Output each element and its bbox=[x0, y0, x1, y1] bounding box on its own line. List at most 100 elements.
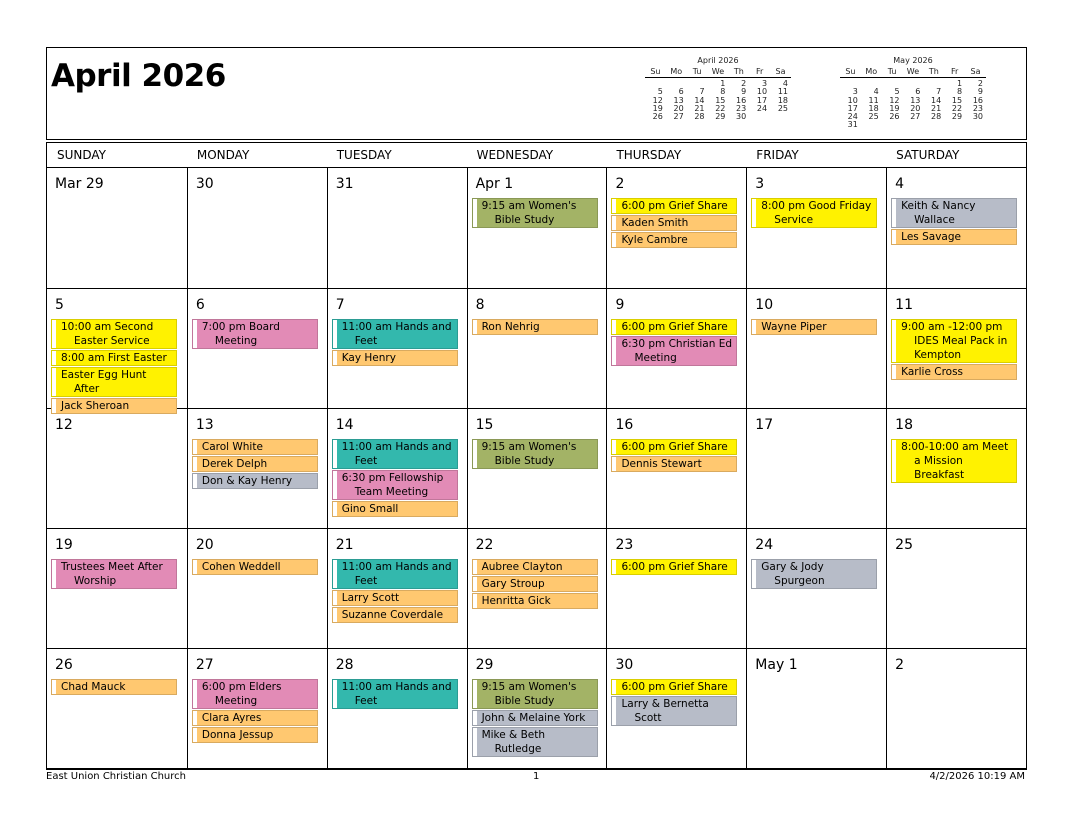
mini-day[interactable]: 7 bbox=[936, 87, 942, 97]
mini-day[interactable]: 30 bbox=[736, 112, 747, 122]
day-cell[interactable]: 16 6:00 pm Grief Share Dennis Stewart bbox=[606, 409, 746, 528]
day-cell[interactable]: Apr 1 9:15 am Women's Bible Study bbox=[466, 168, 607, 288]
day-cell[interactable]: 23 6:00 pm Grief Share bbox=[606, 529, 746, 648]
day-cell[interactable]: 12 bbox=[47, 409, 187, 528]
mini-day[interactable]: 25 bbox=[868, 112, 879, 122]
calendar-event[interactable]: 6:00 pm Grief Share bbox=[611, 319, 738, 335]
mini-day[interactable]: 29 bbox=[951, 112, 963, 122]
mini-day[interactable]: 29 bbox=[715, 112, 726, 122]
mini-day[interactable]: 11 bbox=[777, 87, 788, 97]
calendar-event[interactable]: Keith & Nancy Wallace bbox=[891, 198, 1018, 228]
mini-day[interactable]: 16 bbox=[972, 95, 983, 105]
mini-day[interactable]: 15 bbox=[951, 95, 963, 105]
mini-day[interactable]: 2 bbox=[741, 79, 747, 88]
calendar-event[interactable]: Easter Egg Hunt After bbox=[51, 367, 177, 397]
mini-day[interactable]: 23 bbox=[972, 103, 983, 113]
day-cell[interactable]: 3 8:00 pm Good Friday Service bbox=[746, 168, 886, 288]
mini-day[interactable]: 19 bbox=[889, 103, 900, 113]
day-cell[interactable]: 25 bbox=[886, 529, 1026, 648]
calendar-event[interactable]: 8:00 am First Easter bbox=[51, 350, 177, 366]
mini-day[interactable]: 21 bbox=[694, 103, 705, 113]
mini-day[interactable]: 20 bbox=[910, 103, 921, 113]
calendar-event[interactable]: Gino Small bbox=[331, 501, 458, 517]
mini-day[interactable]: 12 bbox=[889, 95, 900, 105]
day-cell[interactable]: 30 6:00 pm Grief Share Larry & Bernetta Sc… bbox=[606, 649, 746, 768]
mini-day[interactable]: 5 bbox=[657, 87, 663, 97]
calendar-event[interactable]: 6:00 pm Grief Share bbox=[611, 559, 738, 575]
mini-day[interactable]: 5 bbox=[894, 87, 900, 97]
calendar-event[interactable]: 11:00 am Hands and Feet bbox=[331, 319, 458, 349]
day-cell[interactable]: 11 9:00 am -12:00 pm IDES Meal Pack in Ke… bbox=[886, 289, 1026, 408]
mini-day[interactable]: 3 bbox=[852, 87, 858, 97]
calendar-event[interactable]: Larry & Bernetta Scott bbox=[611, 696, 738, 726]
day-cell[interactable]: 9 6:00 pm Grief Share 6:30 pm Christian Ed… bbox=[606, 289, 746, 408]
day-cell[interactable]: 29 9:15 am Women's Bible Study John & Mela… bbox=[466, 649, 607, 768]
mini-day[interactable]: 14 bbox=[931, 95, 942, 105]
day-cell[interactable]: 21 11:00 am Hands and Feet Larry Scott Suza… bbox=[326, 529, 467, 648]
mini-day[interactable]: 17 bbox=[756, 95, 768, 105]
mini-day[interactable]: 9 bbox=[977, 87, 983, 97]
calendar-event[interactable]: Larry Scott bbox=[331, 590, 458, 606]
mini-day[interactable]: 18 bbox=[777, 95, 788, 105]
mini-day[interactable]: 6 bbox=[678, 87, 684, 97]
calendar-event[interactable]: 11:00 am Hands and Feet bbox=[331, 679, 458, 709]
mini-day[interactable]: 10 bbox=[756, 87, 768, 97]
day-cell[interactable]: 22 Aubree Clayton Gary Stroup Henritta Gick bbox=[466, 529, 607, 648]
mini-day[interactable] bbox=[749, 113, 770, 121]
day-cell[interactable]: 2 6:00 pm Grief Share Kaden Smith Kyle Camb… bbox=[606, 168, 746, 288]
calendar-event[interactable]: 9:00 am -12:00 pm IDES Meal Pack in Kemp… bbox=[891, 319, 1018, 363]
mini-day[interactable]: 27 bbox=[673, 112, 684, 122]
mini-day[interactable]: 12 bbox=[652, 95, 663, 105]
day-cell[interactable]: 28 11:00 am Hands and Feet bbox=[326, 649, 467, 768]
mini-day[interactable]: 18 bbox=[868, 103, 879, 113]
calendar-event[interactable]: Gary & Jody Spurgeon bbox=[751, 559, 878, 589]
calendar-event[interactable]: Dennis Stewart bbox=[611, 456, 738, 472]
day-cell[interactable]: 27 6:00 pm Elders Meeting Clara Ayres Donna… bbox=[186, 649, 327, 768]
mini-day[interactable]: 28 bbox=[694, 112, 705, 122]
mini-day[interactable]: 23 bbox=[736, 103, 747, 113]
day-cell[interactable]: May 1 bbox=[746, 649, 886, 768]
mini-day[interactable] bbox=[903, 78, 924, 89]
mini-day[interactable]: 21 bbox=[931, 103, 942, 113]
mini-day[interactable]: 4 bbox=[782, 79, 788, 88]
calendar-event[interactable]: Derek Delph bbox=[191, 456, 318, 472]
mini-day[interactable]: 1 bbox=[720, 79, 726, 88]
mini-day[interactable]: 28 bbox=[931, 112, 942, 122]
calendar-event[interactable]: Don & Kay Henry bbox=[191, 473, 318, 489]
calendar-event[interactable]: 6:30 pm Fellowship Team Meeting bbox=[331, 470, 458, 500]
calendar-event[interactable]: 9:15 am Women's Bible Study bbox=[471, 439, 598, 469]
day-cell[interactable]: 18 8:00-10:00 am Meet a Mission Breakfast bbox=[886, 409, 1026, 528]
mini-day[interactable] bbox=[882, 121, 903, 129]
mini-day[interactable]: 1 bbox=[956, 79, 963, 88]
day-cell[interactable]: 4 Keith & Nancy Wallace Les Savage bbox=[886, 168, 1026, 288]
mini-day[interactable]: 11 bbox=[868, 95, 879, 105]
mini-day[interactable]: 3 bbox=[761, 79, 768, 88]
mini-day[interactable]: 26 bbox=[889, 112, 900, 122]
mini-day[interactable] bbox=[923, 121, 944, 129]
calendar-event[interactable]: Kaden Smith bbox=[611, 215, 738, 231]
calendar-event[interactable]: Kay Henry bbox=[331, 350, 458, 366]
calendar-event[interactable]: 10:00 am Second Easter Service bbox=[51, 319, 177, 349]
mini-day[interactable]: 22 bbox=[715, 103, 726, 113]
mini-day[interactable]: 20 bbox=[673, 103, 684, 113]
day-cell[interactable]: 19 Trustees Meet After Worship bbox=[47, 529, 187, 648]
calendar-event[interactable]: 7:00 pm Board Meeting bbox=[191, 319, 318, 349]
mini-day[interactable]: 4 bbox=[873, 87, 879, 97]
calendar-event[interactable]: 9:15 am Women's Bible Study bbox=[471, 679, 598, 709]
day-cell[interactable]: 7 11:00 am Hands and Feet Kay Henry bbox=[326, 289, 467, 408]
mini-day[interactable]: 9 bbox=[741, 87, 747, 97]
calendar-event[interactable]: 11:00 am Hands and Feet bbox=[331, 439, 458, 469]
day-cell[interactable]: 6 7:00 pm Board Meeting bbox=[186, 289, 327, 408]
calendar-event[interactable]: Henritta Gick bbox=[471, 593, 598, 609]
mini-day[interactable]: 24 bbox=[756, 103, 768, 113]
day-cell[interactable]: 2 bbox=[886, 649, 1026, 768]
mini-day[interactable]: 17 bbox=[847, 103, 858, 113]
mini-day[interactable]: 7 bbox=[699, 87, 705, 97]
mini-day[interactable] bbox=[903, 121, 924, 129]
calendar-event[interactable]: Donna Jessup bbox=[191, 727, 318, 743]
mini-day[interactable]: 30 bbox=[972, 112, 983, 122]
day-cell[interactable]: Mar 29 bbox=[47, 168, 187, 288]
day-cell[interactable]: 13 Carol White Derek Delph Don & Kay Henry bbox=[186, 409, 327, 528]
calendar-event[interactable]: Kyle Cambre bbox=[611, 232, 738, 248]
day-cell[interactable]: 31 bbox=[326, 168, 467, 288]
